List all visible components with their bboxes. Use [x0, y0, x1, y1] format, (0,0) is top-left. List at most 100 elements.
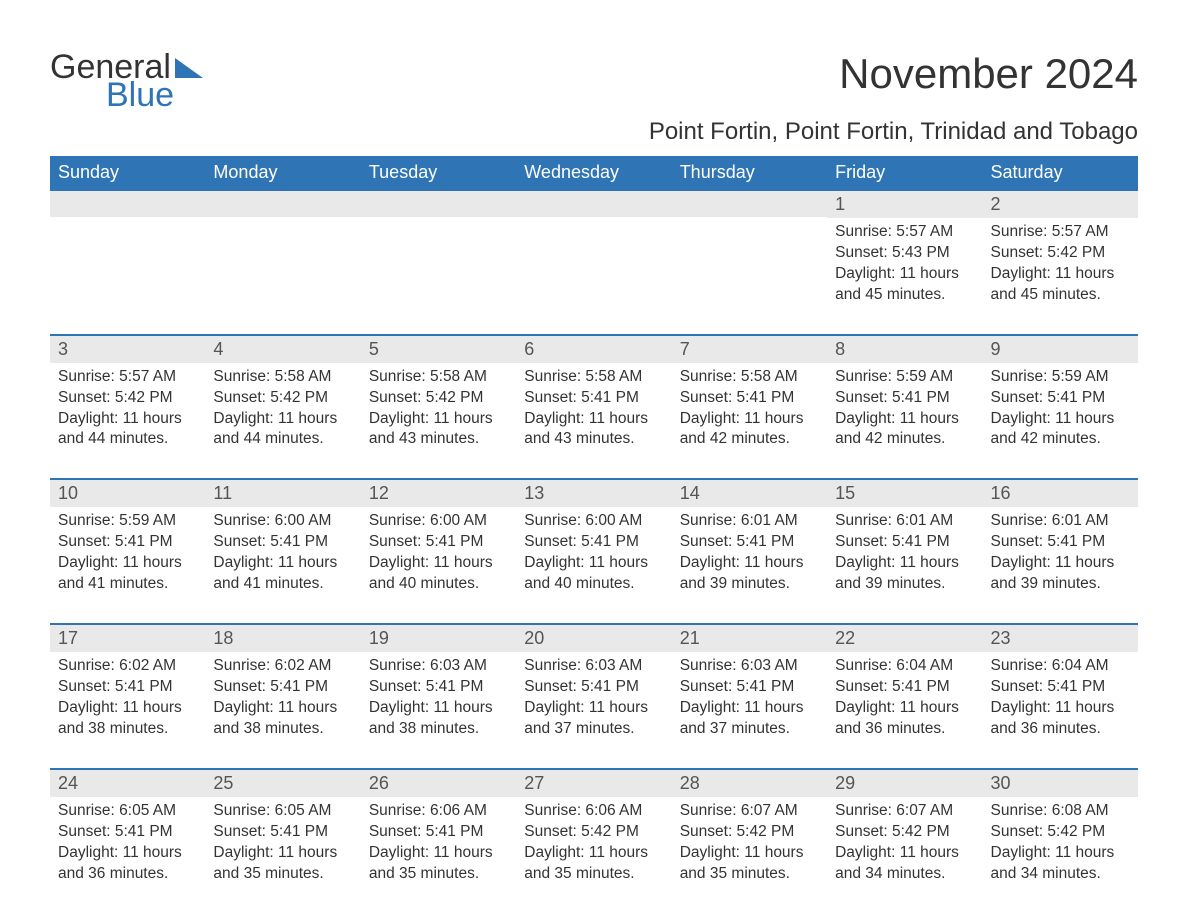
- sunset-text: Sunset: 5:41 PM: [524, 532, 663, 553]
- day-number: 17: [50, 625, 205, 652]
- sunrise-text: Sunrise: 6:01 AM: [991, 511, 1130, 532]
- calendar-day-cell: 24Sunrise: 6:05 AMSunset: 5:41 PMDayligh…: [50, 769, 205, 913]
- day-number: 20: [516, 625, 671, 652]
- sunrise-text: Sunrise: 6:01 AM: [680, 511, 819, 532]
- daylight-text: Daylight: 11 hours and 34 minutes.: [835, 843, 974, 885]
- calendar-day-cell: 30Sunrise: 6:08 AMSunset: 5:42 PMDayligh…: [983, 769, 1138, 913]
- calendar-day-cell: 13Sunrise: 6:00 AMSunset: 5:41 PMDayligh…: [516, 479, 671, 624]
- calendar-day-cell: 16Sunrise: 6:01 AMSunset: 5:41 PMDayligh…: [983, 479, 1138, 624]
- header: General Blue November 2024: [50, 50, 1138, 112]
- day-details: Sunrise: 6:05 AMSunset: 5:41 PMDaylight:…: [50, 797, 205, 913]
- calendar-day-cell: [50, 190, 205, 335]
- day-details: Sunrise: 6:03 AMSunset: 5:41 PMDaylight:…: [516, 652, 671, 768]
- calendar-day-cell: 25Sunrise: 6:05 AMSunset: 5:41 PMDayligh…: [205, 769, 360, 913]
- daylight-text: Daylight: 11 hours and 36 minutes.: [835, 698, 974, 740]
- day-details: Sunrise: 5:59 AMSunset: 5:41 PMDaylight:…: [983, 363, 1138, 479]
- day-details: Sunrise: 5:59 AMSunset: 5:41 PMDaylight:…: [827, 363, 982, 479]
- day-details: Sunrise: 6:04 AMSunset: 5:41 PMDaylight:…: [983, 652, 1138, 768]
- day-details: Sunrise: 6:06 AMSunset: 5:41 PMDaylight:…: [361, 797, 516, 913]
- sunrise-text: Sunrise: 5:59 AM: [991, 367, 1130, 388]
- day-details: [672, 217, 827, 327]
- sunrise-text: Sunrise: 6:01 AM: [835, 511, 974, 532]
- calendar-day-cell: 26Sunrise: 6:06 AMSunset: 5:41 PMDayligh…: [361, 769, 516, 913]
- daylight-text: Daylight: 11 hours and 40 minutes.: [524, 553, 663, 595]
- sunset-text: Sunset: 5:41 PM: [369, 532, 508, 553]
- day-number: 18: [205, 625, 360, 652]
- day-number: [361, 191, 516, 217]
- sunrise-text: Sunrise: 6:00 AM: [213, 511, 352, 532]
- sunset-text: Sunset: 5:42 PM: [991, 243, 1130, 264]
- day-number: 4: [205, 336, 360, 363]
- sunset-text: Sunset: 5:41 PM: [680, 388, 819, 409]
- day-details: [361, 217, 516, 327]
- sunrise-text: Sunrise: 5:57 AM: [835, 222, 974, 243]
- day-number: 7: [672, 336, 827, 363]
- day-number: 5: [361, 336, 516, 363]
- sunset-text: Sunset: 5:41 PM: [369, 677, 508, 698]
- daylight-text: Daylight: 11 hours and 39 minutes.: [835, 553, 974, 595]
- day-details: Sunrise: 6:08 AMSunset: 5:42 PMDaylight:…: [983, 797, 1138, 913]
- daylight-text: Daylight: 11 hours and 45 minutes.: [835, 264, 974, 306]
- daylight-text: Daylight: 11 hours and 35 minutes.: [369, 843, 508, 885]
- day-details: Sunrise: 6:02 AMSunset: 5:41 PMDaylight:…: [50, 652, 205, 768]
- day-details: Sunrise: 6:00 AMSunset: 5:41 PMDaylight:…: [361, 507, 516, 623]
- day-details: [516, 217, 671, 327]
- calendar-day-cell: 15Sunrise: 6:01 AMSunset: 5:41 PMDayligh…: [827, 479, 982, 624]
- sunset-text: Sunset: 5:41 PM: [213, 532, 352, 553]
- dow-wednesday: Wednesday: [516, 156, 671, 190]
- calendar-day-cell: 18Sunrise: 6:02 AMSunset: 5:41 PMDayligh…: [205, 624, 360, 769]
- calendar-day-cell: [516, 190, 671, 335]
- daylight-text: Daylight: 11 hours and 36 minutes.: [991, 698, 1130, 740]
- sunrise-text: Sunrise: 6:02 AM: [213, 656, 352, 677]
- day-details: Sunrise: 6:02 AMSunset: 5:41 PMDaylight:…: [205, 652, 360, 768]
- calendar-week-row: 24Sunrise: 6:05 AMSunset: 5:41 PMDayligh…: [50, 769, 1138, 913]
- dow-friday: Friday: [827, 156, 982, 190]
- day-number: [672, 191, 827, 217]
- daylight-text: Daylight: 11 hours and 36 minutes.: [58, 843, 197, 885]
- calendar-day-cell: 28Sunrise: 6:07 AMSunset: 5:42 PMDayligh…: [672, 769, 827, 913]
- calendar-day-cell: 27Sunrise: 6:06 AMSunset: 5:42 PMDayligh…: [516, 769, 671, 913]
- sunrise-text: Sunrise: 6:00 AM: [524, 511, 663, 532]
- sunrise-text: Sunrise: 6:05 AM: [213, 801, 352, 822]
- daylight-text: Daylight: 11 hours and 42 minutes.: [991, 409, 1130, 451]
- day-details: Sunrise: 6:03 AMSunset: 5:41 PMDaylight:…: [672, 652, 827, 768]
- day-number: 11: [205, 480, 360, 507]
- daylight-text: Daylight: 11 hours and 41 minutes.: [58, 553, 197, 595]
- daylight-text: Daylight: 11 hours and 43 minutes.: [524, 409, 663, 451]
- sunset-text: Sunset: 5:41 PM: [680, 677, 819, 698]
- dow-saturday: Saturday: [983, 156, 1138, 190]
- sunset-text: Sunset: 5:41 PM: [835, 388, 974, 409]
- calendar-week-row: 3Sunrise: 5:57 AMSunset: 5:42 PMDaylight…: [50, 335, 1138, 480]
- daylight-text: Daylight: 11 hours and 44 minutes.: [213, 409, 352, 451]
- daylight-text: Daylight: 11 hours and 38 minutes.: [213, 698, 352, 740]
- calendar-day-cell: 29Sunrise: 6:07 AMSunset: 5:42 PMDayligh…: [827, 769, 982, 913]
- dow-monday: Monday: [205, 156, 360, 190]
- day-number: 8: [827, 336, 982, 363]
- sunset-text: Sunset: 5:41 PM: [680, 532, 819, 553]
- day-number: 28: [672, 770, 827, 797]
- day-details: Sunrise: 5:57 AMSunset: 5:43 PMDaylight:…: [827, 218, 982, 334]
- calendar-day-cell: 7Sunrise: 5:58 AMSunset: 5:41 PMDaylight…: [672, 335, 827, 480]
- sunrise-text: Sunrise: 6:08 AM: [991, 801, 1130, 822]
- sunset-text: Sunset: 5:42 PM: [58, 388, 197, 409]
- sunset-text: Sunset: 5:41 PM: [369, 822, 508, 843]
- daylight-text: Daylight: 11 hours and 45 minutes.: [991, 264, 1130, 306]
- logo-text-blue: Blue: [106, 78, 203, 112]
- calendar-day-cell: [205, 190, 360, 335]
- sunset-text: Sunset: 5:42 PM: [524, 822, 663, 843]
- daylight-text: Daylight: 11 hours and 37 minutes.: [524, 698, 663, 740]
- sunset-text: Sunset: 5:41 PM: [213, 822, 352, 843]
- logo-triangle-icon: [175, 58, 203, 78]
- sunset-text: Sunset: 5:41 PM: [835, 677, 974, 698]
- calendar-day-cell: 14Sunrise: 6:01 AMSunset: 5:41 PMDayligh…: [672, 479, 827, 624]
- day-number: 2: [983, 191, 1138, 218]
- daylight-text: Daylight: 11 hours and 37 minutes.: [680, 698, 819, 740]
- day-number: 15: [827, 480, 982, 507]
- calendar-day-cell: 22Sunrise: 6:04 AMSunset: 5:41 PMDayligh…: [827, 624, 982, 769]
- calendar-day-cell: 3Sunrise: 5:57 AMSunset: 5:42 PMDaylight…: [50, 335, 205, 480]
- calendar-week-row: 1Sunrise: 5:57 AMSunset: 5:43 PMDaylight…: [50, 190, 1138, 335]
- sunrise-text: Sunrise: 6:00 AM: [369, 511, 508, 532]
- day-details: Sunrise: 6:01 AMSunset: 5:41 PMDaylight:…: [672, 507, 827, 623]
- sunset-text: Sunset: 5:42 PM: [369, 388, 508, 409]
- day-details: Sunrise: 6:07 AMSunset: 5:42 PMDaylight:…: [827, 797, 982, 913]
